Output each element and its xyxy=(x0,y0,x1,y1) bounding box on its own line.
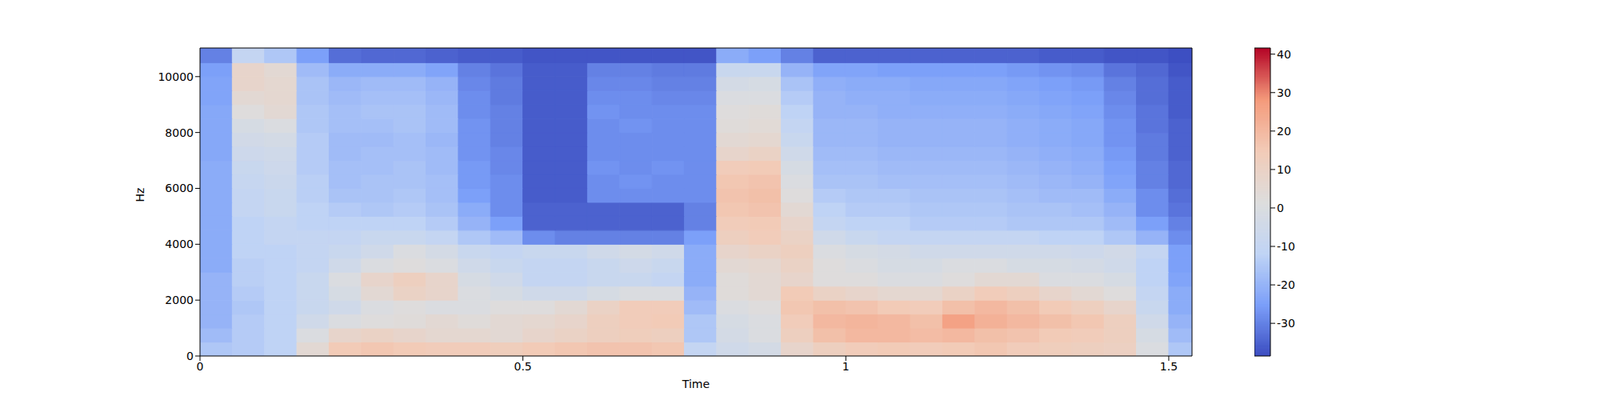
svg-text:1: 1 xyxy=(842,360,850,373)
svg-text:8000: 8000 xyxy=(164,126,194,140)
svg-text:4000: 4000 xyxy=(164,237,194,251)
svg-text:10: 10 xyxy=(1276,163,1292,176)
svg-text:6000: 6000 xyxy=(164,181,194,195)
svg-text:40: 40 xyxy=(1276,48,1292,61)
svg-text:10000: 10000 xyxy=(157,70,194,84)
svg-text:0: 0 xyxy=(1276,201,1284,215)
svg-text:0: 0 xyxy=(186,349,194,363)
svg-text:30: 30 xyxy=(1276,86,1292,100)
svg-text:20: 20 xyxy=(1276,124,1292,138)
svg-text:2000: 2000 xyxy=(164,293,194,307)
svg-text:1.5: 1.5 xyxy=(1160,360,1178,373)
svg-text:-30: -30 xyxy=(1276,316,1296,330)
svg-text:0.5: 0.5 xyxy=(514,360,532,373)
svg-text:-10: -10 xyxy=(1276,240,1296,253)
svg-text:0: 0 xyxy=(196,360,204,373)
svg-text:Time: Time xyxy=(681,377,710,391)
svg-text:Hz: Hz xyxy=(133,188,147,203)
svg-text:-20: -20 xyxy=(1276,278,1296,292)
